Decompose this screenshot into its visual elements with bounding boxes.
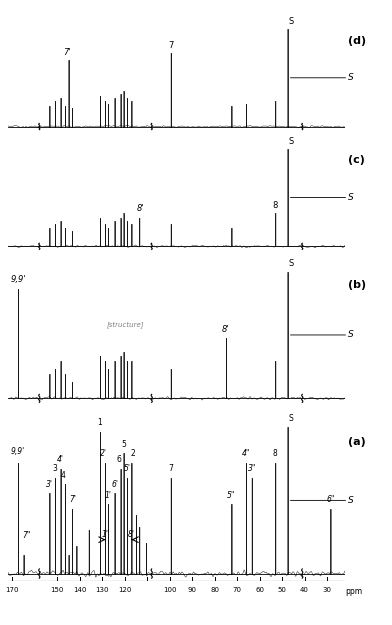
Text: 9,9': 9,9'	[11, 448, 25, 456]
Text: 6': 6'	[112, 480, 119, 489]
Text: 130: 130	[96, 588, 109, 593]
Text: 90: 90	[188, 588, 197, 593]
Text: S: S	[348, 73, 354, 82]
Text: 8': 8'	[137, 204, 144, 214]
Text: 5": 5"	[227, 491, 236, 499]
Text: 50: 50	[278, 588, 287, 593]
Text: 2: 2	[130, 449, 135, 458]
Text: 4': 4'	[57, 455, 64, 464]
Text: [structure]: [structure]	[107, 321, 145, 328]
Text: 60: 60	[255, 588, 264, 593]
Text: S: S	[289, 259, 294, 268]
Text: 5: 5	[121, 440, 126, 449]
Text: S: S	[348, 496, 354, 505]
Text: (b): (b)	[348, 280, 367, 290]
Text: 4: 4	[60, 471, 65, 479]
Text: S: S	[289, 414, 293, 422]
Text: 140: 140	[73, 588, 87, 593]
Text: 8': 8'	[222, 325, 230, 334]
Text: 1': 1'	[104, 491, 111, 499]
Text: 6": 6"	[326, 495, 334, 504]
Text: 3": 3"	[247, 464, 256, 473]
Text: S: S	[348, 193, 354, 202]
Text: 70: 70	[232, 588, 241, 593]
Text: 7": 7"	[23, 531, 31, 539]
Text: 3: 3	[53, 464, 58, 473]
Text: (a): (a)	[348, 438, 366, 448]
Text: 2': 2'	[100, 449, 107, 458]
Text: S: S	[289, 17, 294, 26]
Text: 6: 6	[117, 455, 122, 464]
Text: S: S	[289, 137, 294, 146]
Text: 40: 40	[300, 588, 309, 593]
Text: 8: 8	[272, 201, 278, 211]
Text: 9,9': 9,9'	[10, 274, 26, 284]
Text: 7': 7'	[69, 495, 76, 504]
Text: (c): (c)	[348, 156, 365, 166]
Text: 8: 8	[273, 449, 278, 458]
Text: 30: 30	[323, 588, 332, 593]
Text: (d): (d)	[348, 36, 367, 46]
Text: 80: 80	[210, 588, 219, 593]
Text: 120: 120	[118, 588, 131, 593]
Text: 5': 5'	[123, 464, 131, 473]
Text: 8': 8'	[128, 529, 135, 539]
Text: 170: 170	[5, 588, 19, 593]
Text: 1": 1"	[102, 529, 110, 539]
Text: 4": 4"	[242, 449, 250, 458]
Text: ppm: ppm	[345, 588, 362, 596]
Text: 150: 150	[51, 588, 64, 593]
Text: 7': 7'	[64, 48, 71, 57]
Text: S: S	[348, 331, 354, 339]
Text: 7: 7	[168, 41, 174, 49]
Text: 3': 3'	[46, 480, 53, 489]
Text: 100: 100	[163, 588, 176, 593]
Text: 1: 1	[98, 418, 102, 428]
Text: 7: 7	[168, 464, 173, 473]
